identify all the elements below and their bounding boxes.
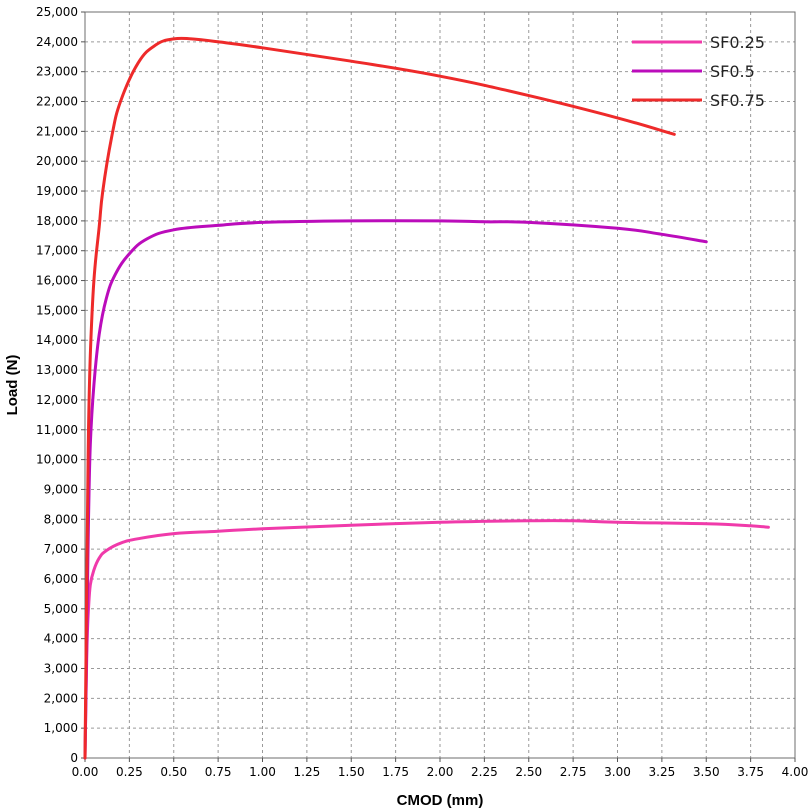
legend-item: SF0.75 [632, 91, 765, 110]
y-axis-ticks: 0 1,000 2,000 3,000 4,000 5,000 6,000 7,000 8,00… [36, 5, 85, 765]
x-tick-label: 2.50 [515, 765, 542, 779]
y-tick-label: 2,000 [44, 691, 78, 705]
y-tick-label: 14,000 [36, 333, 78, 347]
y-axis-title: Load (N) [4, 355, 21, 416]
legend: SF0.25 SF0.5 SF0.75 [632, 33, 765, 110]
x-axis-title: CMOD (mm) [397, 792, 484, 809]
x-tick-label: 0.75 [205, 765, 232, 779]
x-tick-label: 1.50 [338, 765, 365, 779]
y-tick-label: 13,000 [36, 363, 78, 377]
y-tick-label: 4,000 [44, 632, 78, 646]
x-tick-label: 1.25 [294, 765, 321, 779]
legend-label: SF0.25 [710, 33, 765, 52]
y-tick-label: 6,000 [44, 572, 78, 586]
legend-item: SF0.5 [632, 62, 755, 81]
x-tick-label: 2.75 [560, 765, 587, 779]
y-tick-label: 3,000 [44, 661, 78, 675]
y-tick-label: 17,000 [36, 244, 78, 258]
y-tick-label: 7,000 [44, 542, 78, 556]
y-tick-label: 8,000 [44, 512, 78, 526]
x-tick-label: 1.75 [382, 765, 409, 779]
y-tick-label: 12,000 [36, 393, 78, 407]
x-tick-label: 1.00 [249, 765, 276, 779]
x-tick-label: 3.25 [649, 765, 676, 779]
x-tick-label: 4.00 [782, 765, 809, 779]
legend-label: SF0.5 [710, 62, 755, 81]
y-tick-label: 18,000 [36, 214, 78, 228]
x-tick-label: 0.25 [116, 765, 143, 779]
y-tick-label: 21,000 [36, 124, 78, 138]
y-tick-label: 19,000 [36, 184, 78, 198]
legend-label: SF0.75 [710, 91, 765, 110]
y-tick-label: 5,000 [44, 602, 78, 616]
x-tick-label: 0.50 [160, 765, 187, 779]
y-tick-label: 10,000 [36, 453, 78, 467]
series-line-sf0-5 [83, 219, 708, 760]
y-tick-label: 1,000 [44, 721, 78, 735]
series-line-sf0-25 [83, 519, 770, 760]
y-tick-label: 16,000 [36, 274, 78, 288]
x-tick-label: 3.75 [737, 765, 764, 779]
y-tick-label: 9,000 [44, 482, 78, 496]
y-tick-label: 15,000 [36, 303, 78, 317]
y-tick-label: 0 [70, 751, 78, 765]
series-line-sf0-75 [83, 36, 676, 760]
y-tick-label: 22,000 [36, 95, 78, 109]
x-tick-label: 3.50 [693, 765, 720, 779]
x-tick-label: 2.25 [471, 765, 498, 779]
x-tick-label: 3.00 [604, 765, 631, 779]
y-tick-label: 25,000 [36, 5, 78, 19]
x-tick-label: 0.00 [72, 765, 99, 779]
series-lines [83, 36, 770, 760]
x-tick-label: 2.00 [427, 765, 454, 779]
y-tick-label: 23,000 [36, 65, 78, 79]
grid-lines [85, 12, 795, 758]
x-axis-ticks: 0.00 0.25 0.50 0.75 1.00 1.25 1.50 1.75 2.00 2.25… [72, 758, 809, 779]
legend-item: SF0.25 [632, 33, 765, 52]
y-tick-label: 20,000 [36, 154, 78, 168]
y-tick-label: 11,000 [36, 423, 78, 437]
y-tick-label: 24,000 [36, 35, 78, 49]
